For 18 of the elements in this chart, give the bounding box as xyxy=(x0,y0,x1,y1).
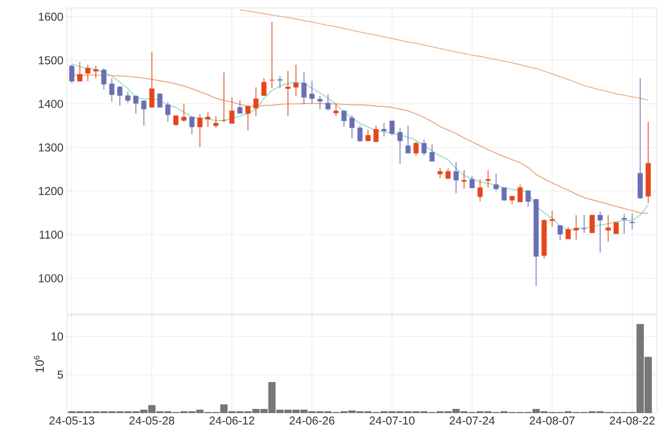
y-tick-label: 10 xyxy=(52,332,64,340)
x-tick-label: 24-05-28 xyxy=(130,416,174,425)
y-tick-label: 1000 xyxy=(38,274,64,282)
x-tick-label: 24-07-24 xyxy=(450,416,495,425)
y-tick-label: 1100 xyxy=(40,230,64,239)
y-tick-label: 1600 xyxy=(38,12,64,21)
x-tick-label: 24-06-26 xyxy=(290,416,334,425)
x-tick-label: 24-07-10 xyxy=(370,416,414,425)
y-tick-label: 1300 xyxy=(38,143,64,152)
y-tick-label: 5 xyxy=(58,370,63,379)
y-tick-label: 1500 xyxy=(38,56,64,64)
y-axis-title: 10$^{6}$ xyxy=(34,356,44,372)
y-tick-label: 1200 xyxy=(38,187,64,196)
x-tick-label: 24-05-13 xyxy=(49,416,94,425)
y-tick-label: 1400 xyxy=(38,100,64,108)
x-tick-label: 24-08-07 xyxy=(530,416,574,425)
x-tick-label: 24-06-12 xyxy=(210,416,254,425)
x-tick-label: 24-08-22 xyxy=(610,416,655,425)
